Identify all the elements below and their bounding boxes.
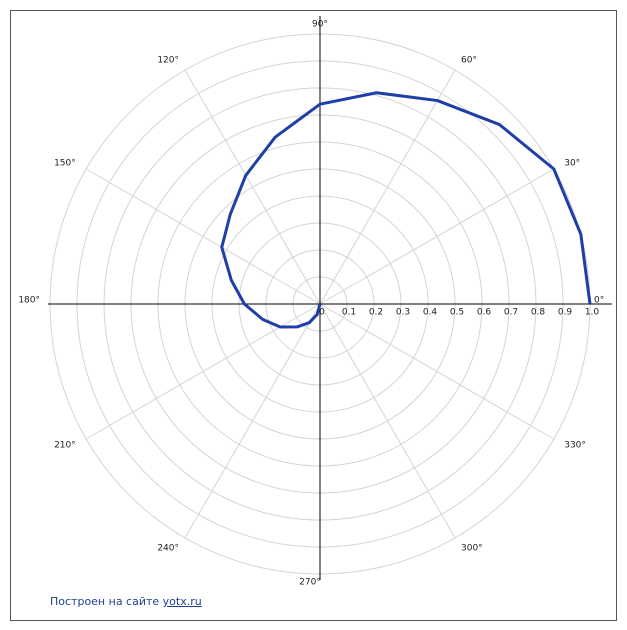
angle-label: 210° xyxy=(54,441,76,451)
angle-label: 330° xyxy=(564,441,586,451)
angle-label: 240° xyxy=(157,544,179,554)
r-tick-label: 0.3 xyxy=(396,308,410,318)
angle-label: 180° xyxy=(18,296,40,306)
angle-label: 30° xyxy=(564,159,580,169)
footer-text: Построен на сайте xyxy=(50,595,160,608)
r-tick-label: 0.6 xyxy=(477,308,492,318)
angle-label: 0° xyxy=(594,296,604,306)
angle-label: 300° xyxy=(461,544,483,554)
r-tick-label: 0.1 xyxy=(342,308,356,318)
r-tick-label: 0.7 xyxy=(504,308,518,318)
r-tick-label: 0.4 xyxy=(423,308,438,318)
angle-label: 120° xyxy=(157,55,179,65)
footer-link[interactable]: yotx.ru xyxy=(162,595,202,608)
r-tick-label: 0.2 xyxy=(369,308,383,318)
r-tick-label: 0.8 xyxy=(531,308,546,318)
r-tick-label: 1.0 xyxy=(585,308,600,318)
angle-label: 150° xyxy=(54,159,76,169)
r-tick-label: 0 xyxy=(319,308,325,318)
angle-label: 60° xyxy=(461,55,477,65)
r-tick-label: 0.5 xyxy=(450,308,464,318)
footer: Построен на сайте yotx.ru xyxy=(50,595,202,608)
r-tick-label: 0.9 xyxy=(558,308,573,318)
angle-label: 270° xyxy=(299,578,321,588)
series-line xyxy=(220,91,592,329)
